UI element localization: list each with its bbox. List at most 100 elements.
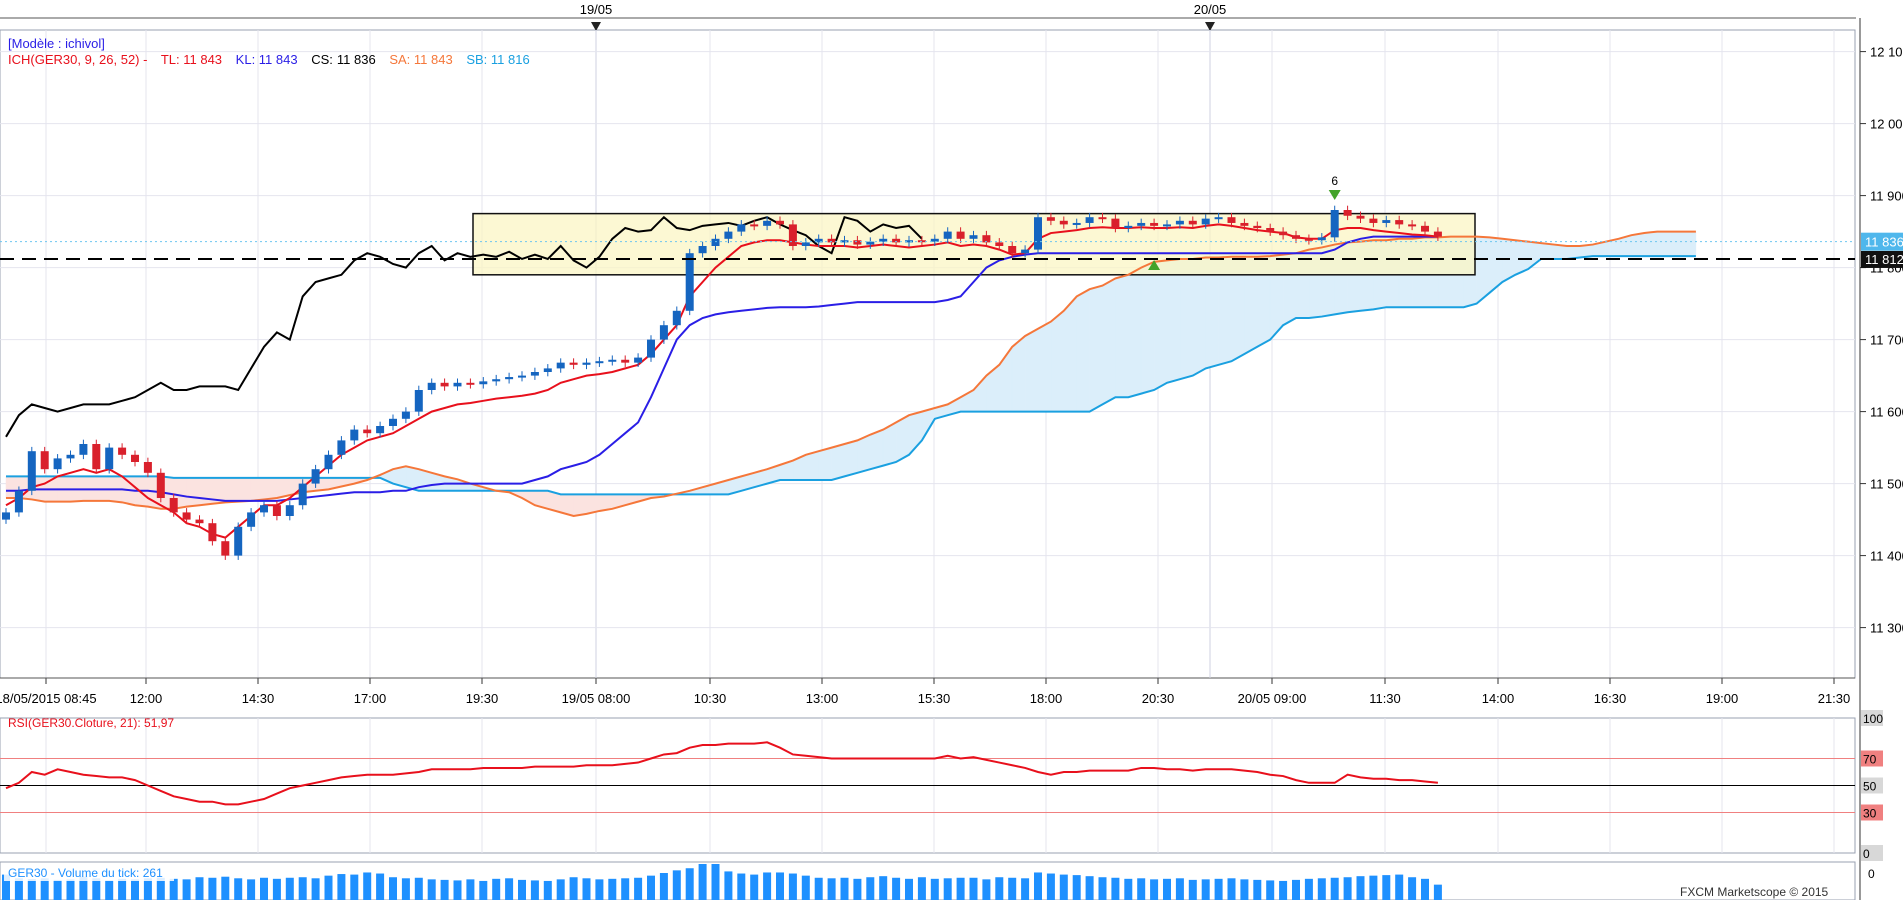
x-tick-label: 12:00 (130, 691, 163, 706)
volume-bar (1111, 877, 1120, 900)
volume-bar (582, 878, 591, 900)
span-b-line (6, 255, 1696, 496)
candle-body (1227, 217, 1236, 223)
volume-bar (930, 878, 939, 900)
volume-bar (1124, 878, 1133, 900)
candle-body (879, 238, 888, 242)
cloud-segment (1140, 261, 1155, 394)
volume-title-bg (4, 865, 174, 881)
volume-bar (1021, 878, 1030, 900)
x-tick-label: 13:00 (806, 691, 839, 706)
sb-value: SB: 11 816 (466, 52, 530, 67)
candle-body (1046, 217, 1055, 221)
volume-bar (530, 880, 539, 900)
candle-body (1059, 220, 1068, 225)
top-date-marker-icon (1205, 22, 1215, 31)
rsi-level-tag (1861, 710, 1883, 726)
volume-bar (595, 879, 604, 900)
candle-body (453, 382, 462, 387)
rsi-tick-label: 0 (1863, 847, 1870, 861)
candle-body (1253, 225, 1262, 228)
volume-bar (995, 877, 1004, 900)
candle-body (969, 235, 978, 239)
volume-bar (131, 879, 139, 900)
level-price-label: 11 812 (1865, 252, 1903, 267)
volume-bar (401, 878, 410, 900)
volume-bar (608, 878, 617, 900)
cloud-segment (1179, 258, 1194, 380)
signal-count-label: 6 (1331, 174, 1338, 188)
volume-bar (247, 879, 256, 900)
candle-body (363, 429, 372, 434)
candle-body (466, 382, 475, 385)
signal-arrow-down-icon (1328, 190, 1341, 200)
cloud-segment (1037, 321, 1052, 412)
candle-body (1433, 231, 1442, 237)
ich-label: ICH(GER30, 9, 26, 52) - (8, 52, 148, 67)
candle-body (208, 523, 217, 542)
candle-body (1021, 249, 1030, 254)
chikou-line (5, 215, 923, 438)
candle-body (1175, 220, 1184, 225)
cloud-segment (831, 443, 845, 481)
candle-body (195, 519, 204, 524)
volume-bar (66, 879, 75, 900)
volume-bar (221, 876, 230, 900)
volume-bar (569, 877, 578, 900)
candle-body (427, 382, 436, 390)
cloud-segment (805, 450, 819, 481)
candle-body (905, 240, 913, 243)
candle-body (260, 505, 268, 513)
volume-bar (376, 873, 385, 900)
volume-bar (1304, 878, 1313, 900)
candle-body (1317, 237, 1326, 241)
volume-bar (698, 864, 707, 900)
candle-body (1214, 217, 1223, 220)
candle-body (105, 447, 114, 470)
volume-bar (1253, 879, 1262, 900)
volume-bar (556, 879, 565, 900)
volume-bar (879, 876, 888, 900)
candle-body (221, 541, 230, 556)
candle-body (1330, 210, 1339, 238)
cloud-segment (818, 447, 832, 481)
candle-body (1034, 217, 1042, 250)
candle-body (621, 359, 630, 363)
candle-body (1072, 222, 1081, 225)
volume-bar (1369, 875, 1378, 900)
x-tick-label: 20/05 09:00 (1238, 691, 1307, 706)
cloud-segment (1153, 260, 1168, 391)
candle-body (66, 454, 75, 459)
candle-body (414, 390, 423, 412)
y-tick-label: 11 600 (1870, 405, 1903, 420)
candle-body (647, 339, 655, 358)
volume-bar (350, 874, 359, 900)
rsi-level-tag (1861, 804, 1883, 821)
candle-body (92, 444, 101, 470)
cloud-segment (1631, 232, 1645, 257)
x-tick-label: 19:30 (466, 691, 499, 706)
volume-bar (827, 878, 836, 900)
candle-body (1188, 220, 1197, 225)
sa-value: SA: 11 843 (389, 52, 453, 67)
candle-body (956, 231, 965, 239)
candle-body (1369, 218, 1378, 223)
rsi-title: RSI(GER30.Cloture, 21): 51,97 (8, 716, 174, 730)
candle-body (776, 220, 784, 225)
candle-body (763, 220, 772, 226)
cloud-segment (1644, 231, 1658, 257)
volume-bar (1072, 875, 1081, 900)
candle-body (1150, 222, 1159, 226)
model-label-text: [Modèle : ichivol] (8, 36, 105, 51)
candle-body (724, 231, 733, 239)
candle-body (943, 231, 952, 239)
cloud-segment (186, 477, 200, 507)
candle-body (14, 490, 23, 513)
volume-bar (1059, 874, 1068, 900)
candle-body (1137, 222, 1146, 226)
rsi-line (5, 741, 1439, 806)
kijun-line (6, 235, 1438, 502)
candle-body (608, 359, 617, 362)
rsi-level-tag (1861, 750, 1883, 767)
